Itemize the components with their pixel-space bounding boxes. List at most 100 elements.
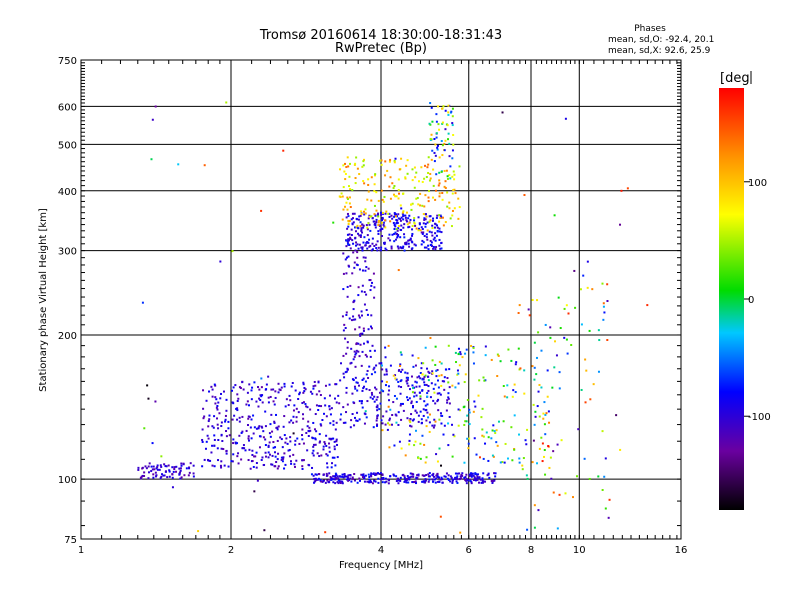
phase-point — [425, 236, 428, 239]
phase-point — [414, 440, 417, 443]
phase-point — [514, 363, 517, 366]
phase-point — [494, 475, 497, 478]
phase-point — [272, 400, 275, 403]
phase-point — [376, 404, 379, 407]
phase-point — [289, 440, 292, 443]
phase-point — [379, 402, 382, 405]
phase-point — [349, 477, 352, 480]
phase-point — [353, 479, 356, 482]
phase-point — [293, 463, 296, 466]
phase-point — [197, 530, 200, 533]
phase-point — [361, 249, 364, 252]
phase-point — [319, 440, 322, 443]
phase-point — [418, 375, 421, 378]
phase-point — [583, 457, 586, 460]
phase-point — [202, 407, 205, 410]
phase-point — [318, 404, 321, 407]
phase-point — [472, 346, 475, 349]
phase-point — [533, 423, 536, 426]
phase-point — [292, 432, 295, 435]
colorbar-tick-label: -100 — [748, 412, 771, 423]
phase-point — [438, 374, 441, 377]
x-axis-label: Frequency [MHz] — [339, 560, 423, 571]
phase-point — [393, 240, 396, 243]
phase-point — [339, 418, 342, 421]
phase-point — [370, 176, 373, 179]
phase-point — [542, 412, 545, 415]
phase-point — [314, 413, 317, 416]
phase-point — [331, 462, 334, 465]
phase-point — [424, 225, 427, 228]
phase-point — [441, 478, 444, 481]
phase-point — [438, 244, 441, 247]
phase-point — [441, 380, 444, 383]
phase-point — [240, 458, 243, 461]
phase-point — [352, 315, 355, 318]
phase-point — [448, 415, 451, 418]
phase-point — [431, 219, 434, 222]
phase-point — [395, 228, 398, 231]
phase-point — [386, 428, 389, 431]
phase-point — [347, 215, 350, 218]
phase-point — [363, 236, 366, 239]
phase-point — [410, 375, 413, 378]
phase-point — [403, 233, 406, 236]
phase-point — [346, 156, 349, 159]
phase-point — [464, 420, 467, 423]
phase-point — [438, 156, 441, 159]
phase-point — [375, 218, 378, 221]
phase-point — [425, 456, 428, 459]
phase-point — [143, 471, 146, 474]
phase-point — [249, 467, 252, 470]
phase-point — [179, 469, 182, 472]
phase-point — [292, 421, 295, 424]
phase-point — [431, 120, 434, 123]
phase-point — [436, 148, 439, 151]
phase-point — [369, 279, 372, 282]
phase-point — [432, 399, 435, 402]
phase-point — [224, 414, 227, 417]
phase-point — [343, 474, 346, 477]
phase-point — [426, 221, 429, 224]
phase-point — [459, 353, 462, 356]
phase-point — [279, 389, 282, 392]
phase-point — [236, 455, 239, 458]
phase-point — [447, 132, 450, 135]
phase-point — [340, 192, 343, 195]
phase-point — [302, 417, 305, 420]
phase-point — [179, 477, 182, 480]
phase-point — [383, 373, 386, 376]
phase-point — [264, 425, 267, 428]
phase-point — [407, 384, 410, 387]
phase-point — [234, 441, 237, 444]
phase-point — [411, 232, 414, 235]
phase-point — [179, 467, 182, 470]
phase-point — [452, 143, 455, 146]
phase-point — [342, 406, 345, 409]
phase-point — [361, 379, 364, 382]
phase-point — [387, 385, 390, 388]
phase-point — [443, 388, 446, 391]
phase-point — [373, 183, 376, 186]
phase-point — [455, 476, 458, 479]
phase-point — [341, 218, 344, 221]
phase-point — [543, 401, 546, 404]
phase-point — [397, 233, 400, 236]
phase-point — [350, 319, 353, 322]
phase-point — [592, 383, 595, 386]
phase-point — [491, 454, 494, 457]
data-points — [137, 101, 649, 534]
phase-point — [349, 206, 352, 209]
phase-point — [374, 214, 377, 217]
phase-point — [399, 404, 402, 407]
phase-point — [150, 158, 153, 161]
phase-point — [492, 424, 495, 427]
phase-point — [396, 236, 399, 239]
phase-point — [413, 395, 416, 398]
phase-point — [372, 272, 375, 275]
phase-point — [301, 434, 304, 437]
phase-point — [358, 234, 361, 237]
phase-point — [524, 439, 527, 442]
phase-point — [400, 447, 403, 450]
phase-point — [418, 222, 421, 225]
